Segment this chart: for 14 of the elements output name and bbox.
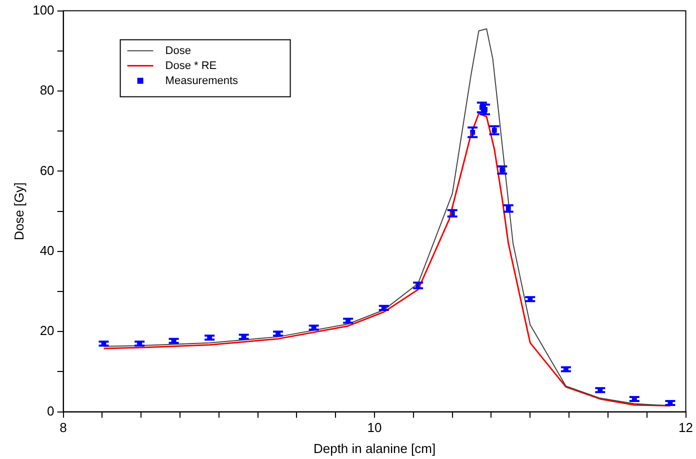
y-axis-title: Dose [Gy]	[11, 182, 26, 240]
legend-label: Measurements	[165, 74, 239, 87]
y-tick-label: 60	[40, 162, 54, 178]
y-tick-label: 80	[40, 82, 54, 98]
y-tick-label: 100	[32, 2, 54, 18]
x-tick-label: 10	[367, 420, 382, 436]
y-tick-label: 0	[47, 403, 54, 418]
legend-label: Dose * RE	[165, 60, 217, 72]
x-axis-title: Depth in alanine [cm]	[313, 440, 436, 456]
y-tick-label: 40	[40, 242, 54, 258]
x-tick-label: 12	[678, 420, 694, 436]
x-tick-label: 8	[60, 420, 67, 436]
legend-label: Dose	[165, 44, 191, 57]
y-tick-label: 20	[40, 323, 54, 338]
